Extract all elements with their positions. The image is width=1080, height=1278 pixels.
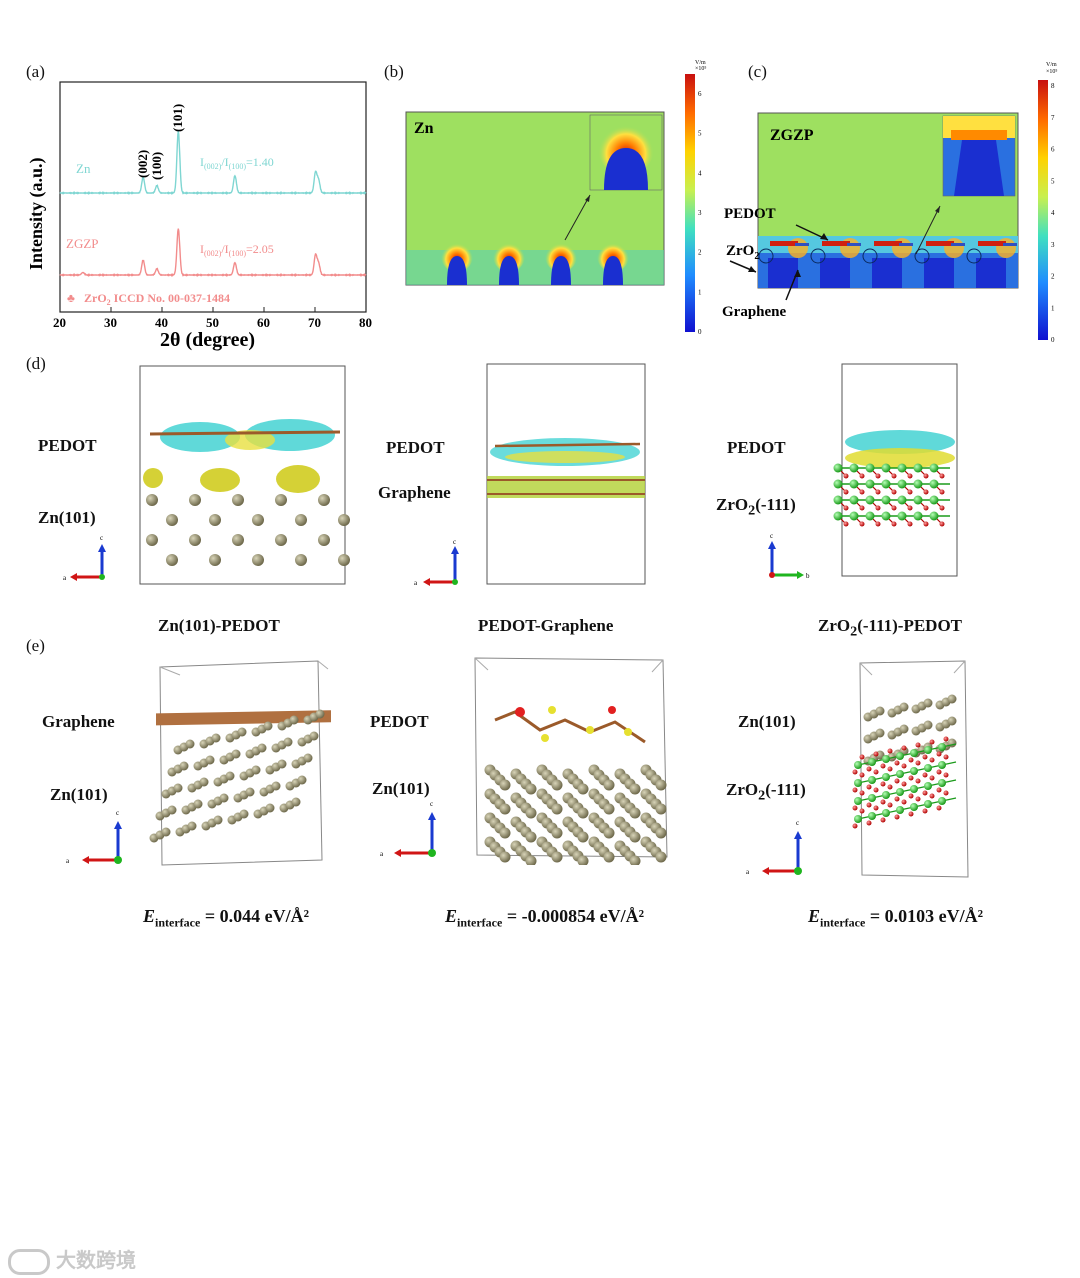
colorbar-tick: 2 [1051,273,1055,281]
caption-pedot-graphene: PEDOT-Graphene [478,616,614,635]
e-mid-top-label: PEDOT [370,712,429,731]
d-mid-top-label: PEDOT [386,438,445,457]
label-graphene: Graphene [722,304,787,320]
structure-pedot-zn: c a [380,657,668,865]
caption-zn-pedot: Zn(101)-PEDOT [158,616,280,635]
colorbar-tick: 0 [1051,336,1055,344]
x-tick-label: 40 [155,315,168,330]
svg-text:a: a [66,857,70,865]
ref-marker-icon: ♣ [67,291,75,305]
colorbar-tick: 5 [1051,177,1055,185]
charge-density-cloud [143,419,335,493]
ratio-zgzp: I(002)/I(100)=2.05 [200,242,274,258]
label-zro2: ZrO2 [726,243,759,262]
series-line-zn [59,131,367,196]
svg-text:×10⁵: ×10⁵ [695,66,706,72]
x-tick-label: 80 [359,315,372,330]
structure-zro2-pedot: c b [768,363,958,580]
x-tick-label: 50 [206,315,219,330]
svg-text:V/m: V/m [695,60,706,66]
x-tick-label: 60 [257,315,270,330]
colorbar-tick: 4 [1051,209,1055,217]
colorbar-tick: 8 [1051,82,1055,90]
x-axis-label: 2θ (degree) [160,329,255,351]
colorbar-tick: 1 [1051,304,1055,312]
axis-triad: c a [63,534,106,582]
svg-text:b: b [806,572,810,580]
svg-text:c: c [770,532,773,540]
structure-zn-zro2: c a [746,660,969,878]
y-axis-label: Intensity (a.u.) [26,157,47,270]
energy-pedot-zn: Einterface = -0.000854 eV/Å² [445,906,644,930]
d-left-top-label: PEDOT [38,436,97,455]
e-right-bottom-label: ZrO2(-111) [726,780,806,804]
colorbar-tick: 0 [698,328,702,336]
field-map-zgzp: ZGZP PEDOT ZrO2 Graphene V/m ×10⁵ 8 7 6 5 4 3… [722,62,1057,344]
colorbar-tick: 4 [698,169,702,177]
field-label-zn: Zn [414,120,434,137]
legend-zn: Zn [76,161,91,176]
ratio-zn: I(002)/I(100)=1.40 [200,155,274,171]
structure-graphene-zn: c a [66,660,331,866]
x-tick-label: 20 [53,315,66,330]
svg-text:a: a [414,579,418,587]
d-mid-bottom-label: Graphene [378,483,451,502]
chart-frame [59,81,367,313]
colorbar-tick: 2 [698,249,702,257]
watermark-logo-icon [8,1248,50,1275]
svg-text:c: c [453,538,456,546]
e-left-bottom-label: Zn(101) [50,785,108,804]
structure-pedot-graphene: c a [414,363,646,587]
svg-text:×10⁵: ×10⁵ [1046,69,1057,75]
panel-label-a: (a) [26,62,45,81]
caption-zro2-pedot: ZrO2(-111)-PEDOT [818,616,963,640]
colorbar-tick: 3 [698,209,702,217]
panel-label-b: (b) [384,62,404,81]
energy-graphene-zn: Einterface = 0.044 eV/Å² [143,906,309,930]
svg-text:c: c [430,800,433,808]
colorbar-tick: 6 [698,90,702,98]
x-tick-label: 30 [104,315,117,330]
x-ticks: 20 30 40 50 60 70 80 [53,307,372,330]
series-line-zgzp [59,228,367,278]
field-map-zn: Zn V/m ×10⁵ 6 5 4 3 2 1 0 [405,60,706,336]
energy-zn-zro2: Einterface = 0.0103 eV/Å² [808,906,983,930]
svg-text:a: a [63,574,67,582]
x-tick-label: 70 [308,315,321,330]
svg-text:a: a [746,868,750,876]
d-left-bottom-label: Zn(101) [38,508,96,527]
structure-zn-pedot: c a [63,365,350,585]
colorbar-tick: 3 [1051,241,1055,249]
e-right-top-label: Zn(101) [738,712,796,731]
svg-text:c: c [796,819,799,827]
field-label-zgzp: ZGZP [770,127,814,144]
colorbar-tick: 6 [1051,146,1055,154]
colorbar [1038,80,1048,340]
e-mid-bottom-label: Zn(101) [372,779,430,798]
peak-label-101: (101) [170,104,185,132]
zn-protrusions [441,240,629,285]
colorbar-tick: 5 [698,130,702,138]
peak-label-002: (002) [135,150,150,178]
colorbar-tick: 7 [1051,114,1055,122]
e-left-top-label: Graphene [42,712,115,731]
d-right-bottom-label: ZrO2(-111) [716,495,796,519]
colorbar [685,74,695,332]
pedot-chain [494,706,646,744]
svg-text:c: c [116,809,119,817]
legend-zgzp: ZGZP [66,236,99,251]
svg-text:a: a [380,850,384,858]
colorbar-tick: 1 [698,288,702,296]
label-pedot: PEDOT [724,206,776,222]
xrd-chart: 20 30 40 50 60 70 80 Zn ZGZP (002) (100) (101)… [26,81,372,351]
reference-text: ZrO2 ICCD No. 00-037-1484 [84,291,230,307]
svg-text:V/m: V/m [1046,62,1057,68]
panel-label-d: (d) [26,354,46,373]
d-right-top-label: PEDOT [727,438,786,457]
watermark: 大数跨境 [8,1244,136,1275]
peak-label-100: (100) [149,152,164,180]
panel-label-c: (c) [748,62,767,81]
svg-text:c: c [100,534,103,542]
panel-label-e: (e) [26,636,45,655]
